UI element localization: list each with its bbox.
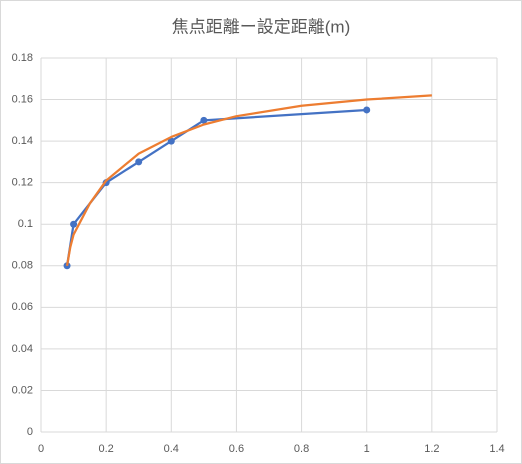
y-tick-label: 0.12 (12, 177, 33, 189)
y-tick-label: 0.16 (12, 93, 33, 105)
x-tick-label: 0.6 (229, 443, 244, 455)
data-point (200, 116, 208, 124)
y-tick-label: 0.04 (12, 343, 33, 355)
chart-title: 焦点距離ー設定距離(m) (172, 17, 350, 36)
x-tick-label: 0.2 (98, 443, 113, 455)
x-tick-label: 0.4 (164, 443, 179, 455)
y-tick-label: 0.08 (12, 260, 33, 272)
x-tick-label: 0.8 (294, 443, 309, 455)
data-point (167, 137, 175, 145)
data-point (363, 106, 371, 114)
y-tick-label: 0.18 (12, 52, 33, 64)
y-tick-label: 0 (27, 426, 33, 438)
x-tick-label: 1.2 (424, 443, 439, 455)
data-point (70, 220, 78, 228)
x-tick-label: 1 (364, 443, 370, 455)
data-point (135, 158, 143, 166)
x-tick-label: 1.4 (489, 443, 504, 455)
y-tick-label: 0.02 (12, 384, 33, 396)
y-tick-label: 0.1 (18, 218, 33, 230)
y-tick-label: 0.06 (12, 301, 33, 313)
series-line (65, 94, 432, 266)
y-tick-label: 0.14 (12, 135, 33, 147)
x-tick-label: 0 (38, 443, 44, 455)
